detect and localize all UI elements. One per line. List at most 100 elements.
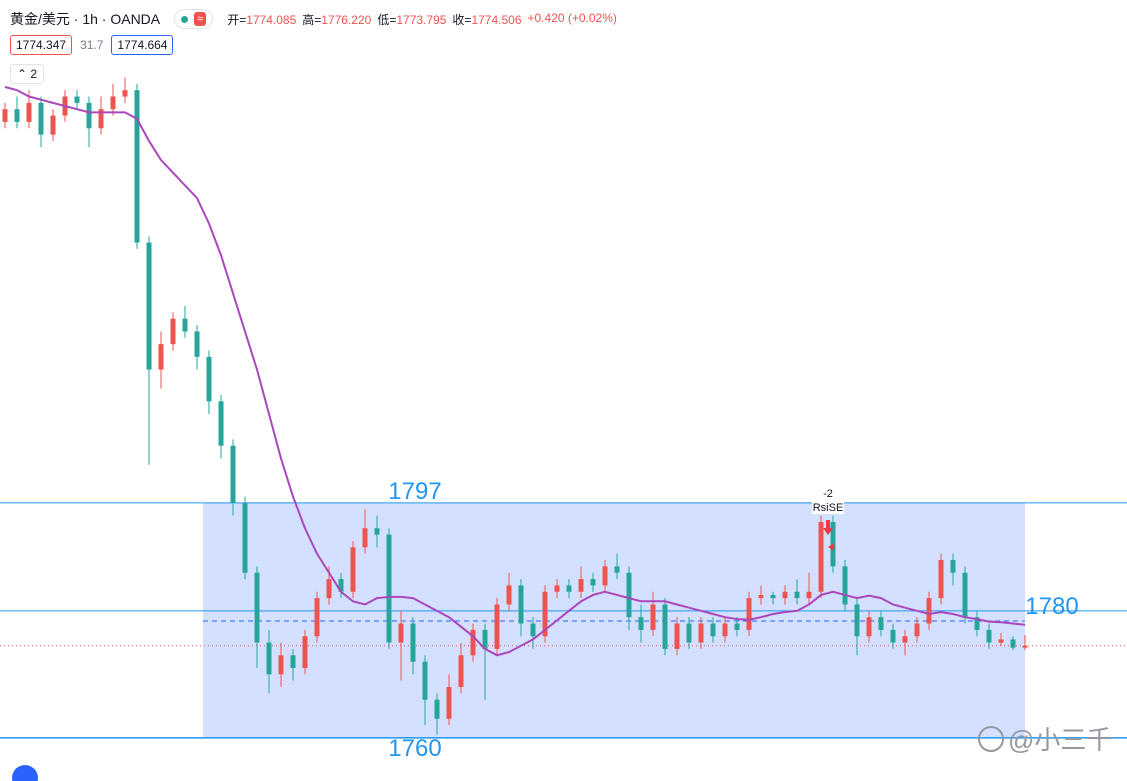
candle-body [842,566,848,605]
candle-body [998,639,1004,643]
candle-body [50,115,56,135]
legend-header: 黄金/美元 · 1h · OANDA ≈ 开=1774.085 高=1776.2… [10,9,617,29]
candle-body [698,623,704,643]
level-label: 1780 [1025,593,1078,620]
candle-body [926,598,932,624]
candle-body [962,572,968,618]
buy-price[interactable]: 1774.664 [111,35,174,55]
candle-body [878,617,884,630]
candle-body [74,96,80,103]
candle-body [518,585,524,624]
level-label: 1797 [388,478,441,505]
candle-body [242,502,248,573]
candle-body [194,331,200,357]
candle-body [626,572,632,618]
ohlc: 开=1774.085 高=1776.220 低=1773.795 收=1774.… [227,11,617,28]
candle-body [326,579,332,599]
ohlc-value: 1774.085 [246,12,297,27]
candle-body [38,102,44,135]
moving-average [4,86,1026,657]
signal-value: -2 [823,488,833,500]
candle-body [302,636,308,668]
candle-body [434,699,440,719]
candle-body [386,534,392,643]
candle-body [146,242,152,370]
candle-body [26,102,32,122]
candle-body [290,655,296,668]
candle-body [566,585,572,592]
candle-body [158,344,164,370]
candle-body [134,90,140,243]
candle-body [866,617,872,637]
candle-body [86,102,92,129]
signal-marker [828,543,834,551]
candle-body [254,572,260,643]
candle-body [458,655,464,688]
candle-body [218,401,224,446]
candle-body [482,629,488,649]
candle-body [494,604,500,649]
candle-body [2,109,8,122]
candle-body [362,528,368,548]
candle-body [206,356,212,402]
ohlc-label: 低= [377,12,397,27]
candle-body [1022,645,1028,648]
ohlc-label: 开= [227,12,247,27]
indicator-toggle[interactable]: ⌃ 2 [10,64,45,84]
candle-body [230,445,236,503]
candle-body [758,594,764,599]
candle-body [110,96,116,110]
candle-body [398,623,404,643]
candle-body [734,623,740,630]
candle-body [338,579,344,592]
candle-body [542,591,548,637]
candle-body [938,560,944,599]
candle-body [782,591,788,599]
candle-body [686,623,692,643]
sell-price[interactable]: 1774.347 [10,35,73,55]
candle-body [98,109,104,129]
candle-body [818,521,824,592]
candle-body [170,318,176,345]
candle-body [530,623,536,637]
candle-body [506,585,512,605]
candle-body [470,629,476,656]
signal-arrow [823,520,833,535]
price-boxes: 1774.347 31.7 1774.664 [10,35,174,55]
candle-body [650,604,656,630]
signal-label-bg [812,501,844,514]
candle-body [974,617,980,630]
candle-body [638,617,644,630]
watermark: @小三千 [978,720,1112,757]
ohlc-value: 1776.220 [321,12,372,27]
change: +0.420 (+0.02%) [527,10,617,25]
candle-body [950,560,956,573]
candle-body [410,623,416,662]
ohlc-value: 1774.506 [471,12,522,27]
range-box [203,502,1025,738]
candle-body [350,547,356,592]
candle-body [578,579,584,592]
candle-body [710,623,716,637]
candle-body [986,629,992,643]
candle-body [854,604,860,637]
candle-body [902,636,908,643]
ohlc-value: 1773.795 [396,12,447,27]
candle-body [182,318,188,332]
candle-body [446,687,452,719]
candle-body [422,661,428,700]
candle-body [770,594,776,599]
corner-logo[interactable] [12,765,38,781]
ohlc-label: 高= [302,12,322,27]
candle-body [314,598,320,637]
candle-body [1010,639,1016,648]
status-pill[interactable]: ≈ [174,9,214,29]
watermark-text: @小三千 [1008,725,1113,755]
indicator-count: 2 [30,67,38,81]
candle-body [806,591,812,599]
candle-body [674,623,680,649]
candle-body [722,623,728,637]
